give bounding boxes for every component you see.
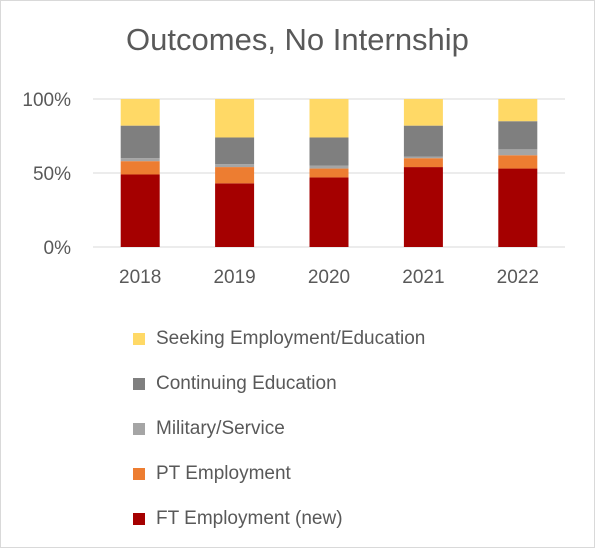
bar-segment xyxy=(309,177,349,247)
chart-title: Outcomes, No Internship xyxy=(126,22,469,57)
y-tick-label: 100% xyxy=(22,90,71,111)
bar-segment xyxy=(309,137,349,166)
legend-label: PT Employment xyxy=(156,462,291,484)
legend-item: Military/Service xyxy=(133,406,425,451)
bar-segment xyxy=(403,156,443,159)
bar-segment xyxy=(120,161,160,175)
bar-segment xyxy=(309,168,349,178)
bar-segment xyxy=(403,167,443,247)
y-axis-ticks: 0% 50% 100% xyxy=(22,90,71,259)
bar-segment xyxy=(498,168,538,247)
bar-segment xyxy=(215,183,255,247)
legend-swatch xyxy=(133,512,145,525)
bar-segment xyxy=(309,165,349,169)
legend-item: Continuing Education xyxy=(133,361,425,406)
bar-segment xyxy=(215,99,255,138)
bar-segment xyxy=(498,155,538,169)
legend-swatch xyxy=(133,422,145,435)
bars xyxy=(120,99,538,247)
legend-label: Seeking Employment/Education xyxy=(156,327,426,349)
y-tick-label: 0% xyxy=(44,238,72,259)
legend-item: PT Employment xyxy=(133,451,425,496)
bar-segment xyxy=(120,158,160,162)
bar-segment xyxy=(498,99,538,122)
legend-swatch xyxy=(133,332,145,345)
x-tick-label: 2022 xyxy=(497,267,539,288)
bar-segment xyxy=(120,99,160,126)
legend: Seeking Employment/Education Continuing E… xyxy=(133,316,425,541)
legend-label: Continuing Education xyxy=(156,372,337,394)
y-tick-label: 50% xyxy=(33,164,71,185)
x-tick-label: 2019 xyxy=(213,267,255,288)
bar-segment xyxy=(498,149,538,156)
legend-label: FT Employment (new) xyxy=(156,507,343,529)
bar-segment xyxy=(403,158,443,168)
bar-segment xyxy=(120,125,160,159)
bar-segment xyxy=(309,99,349,138)
bar-segment xyxy=(403,99,443,126)
x-axis-ticks: 2018 2019 2020 2021 2022 xyxy=(119,267,539,288)
legend-item: Seeking Employment/Education xyxy=(133,316,425,361)
x-tick-label: 2020 xyxy=(308,267,350,288)
bar-segment xyxy=(120,174,160,247)
legend-swatch xyxy=(133,377,145,390)
bar-segment xyxy=(215,167,255,184)
x-tick-label: 2021 xyxy=(402,267,444,288)
legend-swatch xyxy=(133,467,145,480)
legend-label: Military/Service xyxy=(156,417,285,439)
bar-segment xyxy=(215,164,255,168)
x-tick-label: 2018 xyxy=(119,267,161,288)
bar-segment xyxy=(498,121,538,150)
bar-segment xyxy=(403,125,443,157)
legend-item: FT Employment (new) xyxy=(133,496,425,541)
bar-segment xyxy=(215,137,255,165)
